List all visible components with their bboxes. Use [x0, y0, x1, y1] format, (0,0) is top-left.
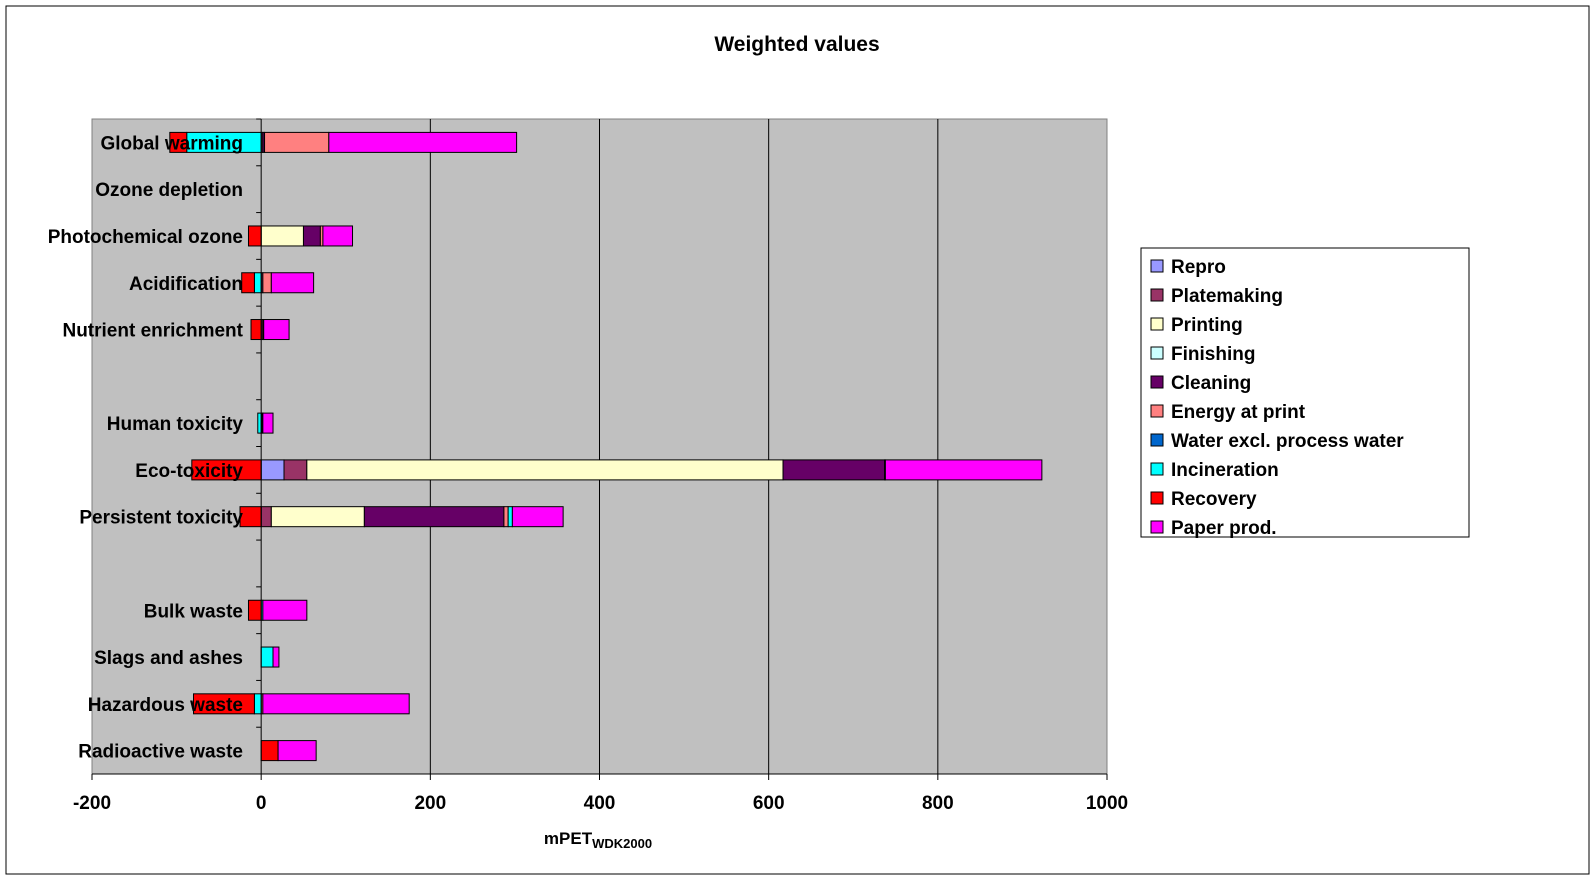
category-labels: Global warming Ozone depletion Photochemic… — [48, 133, 244, 762]
bar-segment — [253, 693, 262, 715]
category-label: Acidification — [129, 274, 243, 295]
bar-segment — [503, 506, 509, 528]
bar-segment — [511, 506, 564, 528]
grid-lines — [91, 119, 1108, 780]
bars — [169, 131, 1043, 762]
bar-segment — [363, 506, 505, 528]
legend-swatch — [1150, 288, 1164, 302]
x-axis-title: mPETWDK2000 — [544, 829, 652, 851]
legend-label: Cleaning — [1171, 373, 1251, 394]
legend-label: Water excl. process water — [1171, 431, 1404, 452]
category-label: Nutrient enrichment — [62, 321, 243, 342]
bar-segment — [260, 740, 279, 762]
x-tick-label: -200 — [73, 793, 111, 814]
bar-segment — [328, 131, 518, 153]
x-tick-label: 800 — [922, 793, 954, 814]
x-tick-label: 1000 — [1086, 793, 1128, 814]
legend-label: Platemaking — [1171, 286, 1283, 307]
bar-segment — [270, 506, 365, 528]
x-tick-labels: -200 0 200 400 600 800 1000 — [73, 793, 1128, 814]
x-tick-label: 600 — [753, 793, 785, 814]
legend-swatch — [1150, 491, 1164, 505]
bar-segment — [283, 459, 308, 481]
legend-label: Printing — [1171, 315, 1243, 336]
legend-label: Incineration — [1171, 460, 1279, 481]
bar-segment — [260, 646, 274, 668]
bar-segment — [193, 693, 255, 715]
bar-segment — [272, 646, 280, 668]
legend-swatch — [1150, 433, 1164, 447]
chart-title: Weighted values — [714, 33, 879, 56]
x-tick-label: 0 — [256, 793, 267, 814]
legend-box — [1140, 247, 1470, 538]
legend-items: Repro Platemaking Printing Finishing Cleanin… — [1150, 257, 1404, 539]
bar-segment — [247, 599, 262, 621]
bar-segment — [260, 506, 272, 528]
category-label: Ozone depletion — [95, 180, 243, 201]
category-label: Human toxicity — [107, 414, 244, 435]
legend-swatch — [1150, 520, 1164, 534]
bar-segment — [264, 131, 330, 153]
axes — [92, 118, 1107, 775]
category-label: Persistent toxicity — [79, 508, 243, 529]
category-label: Radioactive waste — [78, 742, 243, 763]
bar-segment — [884, 459, 1043, 481]
bar-segment — [262, 599, 308, 621]
category-label: Eco-toxicity — [135, 461, 243, 482]
legend-swatch — [1150, 404, 1164, 418]
x-tick-label: 400 — [584, 793, 616, 814]
bar-segment — [250, 319, 262, 341]
bar-segment — [262, 412, 274, 434]
legend-label: Finishing — [1171, 344, 1255, 365]
x-axis-title-main: mPET — [544, 829, 593, 848]
x-axis-title-subscript: WDK2000 — [592, 836, 652, 851]
category-label: Photochemical ozone — [48, 227, 243, 248]
legend-swatch — [1150, 346, 1164, 360]
bar-segment — [262, 272, 272, 294]
legend-label: Repro — [1171, 257, 1226, 278]
bar-segment — [169, 131, 188, 153]
bar-segment — [322, 225, 354, 247]
legend-swatch — [1150, 462, 1164, 476]
bar-segment — [260, 225, 304, 247]
legend-swatch — [1150, 375, 1164, 389]
bar-segment — [257, 412, 262, 434]
legend-label: Paper prod. — [1171, 518, 1277, 539]
legend: Repro Platemaking Printing Finishing Cleanin… — [1140, 247, 1470, 539]
category-label: Hazardous waste — [88, 695, 243, 716]
category-label: Slags and ashes — [94, 648, 243, 669]
bar-segment — [262, 693, 410, 715]
bar-segment — [241, 272, 255, 294]
bar-segment — [782, 459, 886, 481]
bar-segment — [260, 459, 285, 481]
bar-segment — [507, 506, 513, 528]
bar-segment — [270, 272, 315, 294]
bar-segment — [306, 459, 784, 481]
category-label: Global warming — [100, 133, 243, 154]
bar-segment — [239, 506, 262, 528]
legend-swatch — [1150, 259, 1164, 273]
bar-segment — [253, 272, 262, 294]
legend-label: Recovery — [1171, 489, 1257, 510]
legend-label: Energy at print — [1171, 402, 1306, 423]
bar-segment — [263, 319, 290, 341]
category-label: Bulk waste — [144, 601, 243, 622]
bar-segment — [247, 225, 262, 247]
x-tick-label: 200 — [414, 793, 446, 814]
bar-segment — [302, 225, 321, 247]
bar-segment — [277, 740, 317, 762]
legend-swatch — [1150, 317, 1164, 331]
